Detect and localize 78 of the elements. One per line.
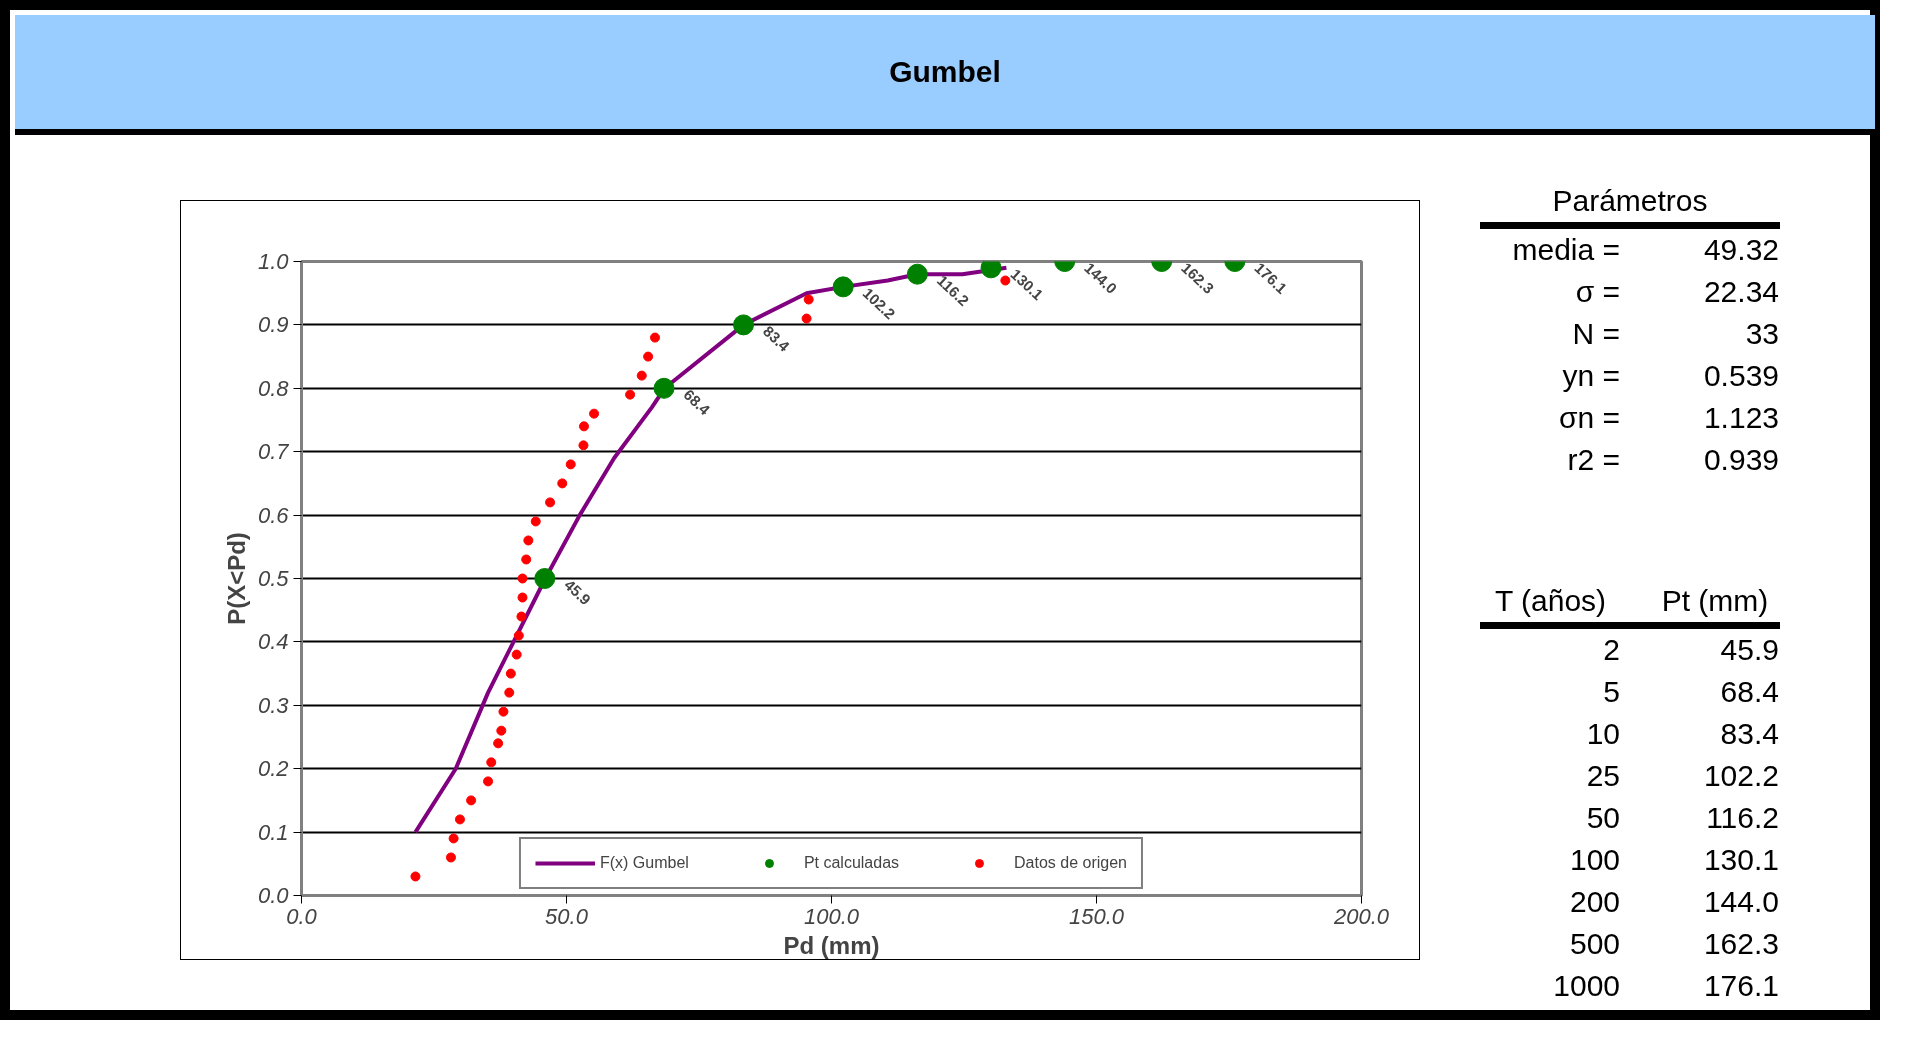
text: 1000 176.1 [1553,969,1779,1002]
point [513,630,524,641]
text: σn = 1.123 [1558,401,1779,434]
chart-title: Gumbel [889,53,1001,90]
point [545,497,556,508]
point [625,389,636,400]
y-tick-label: 0.7 [257,439,290,465]
text: Parámetros [1480,180,1780,226]
text: σ = 22.34 [1575,275,1779,308]
point [410,871,421,882]
point [578,421,589,432]
text: 50 116.2 [1586,801,1779,834]
x-tick-label: 150.0 [1068,903,1125,929]
text: 2 45.9 [1603,633,1779,666]
text: 100 130.1 [1569,843,1779,876]
y-axis-title: P(X<Pd) [222,532,250,625]
y-tick-label: 0.8 [257,375,290,401]
y-tick-label: 0.1 [257,819,289,845]
y-tick-label: 0.6 [257,502,290,528]
point [496,725,507,736]
text: media = 49.32 [1512,233,1779,266]
point [1000,275,1011,286]
y-tick-label: 0.9 [257,312,289,338]
point [454,814,465,825]
legend-label: F(x) Gumbel [599,854,689,872]
point [534,568,556,589]
line-series [413,265,1009,835]
point [636,370,647,381]
text: r2 = 0.939 [1567,443,1779,476]
point [530,516,541,527]
x-tick-label: 100.0 [803,903,860,929]
point [653,377,675,399]
x-tick-label: 50.0 [545,903,589,929]
text: N = 33 [1572,317,1779,350]
annotation: 68.4 [680,385,714,419]
y-tick-label: 0.3 [257,692,290,718]
point [517,592,528,603]
annotation: 45.9 [561,575,595,609]
point [650,332,661,343]
point [832,276,854,298]
y-tick-label: 1.0 [257,249,290,274]
point [801,313,812,324]
point [589,408,600,419]
text: yn = 0.539 [1562,359,1779,392]
point [516,611,527,622]
text: 200 144.0 [1569,885,1779,918]
text: 5 68.4 [1603,675,1779,708]
point [578,440,589,451]
point [643,351,654,362]
point [493,738,504,749]
point [483,776,494,787]
point [517,573,528,584]
point [505,668,516,679]
point [445,852,456,863]
y-tick-label: 0.2 [257,756,289,782]
point [521,554,532,565]
point [486,757,497,768]
x-tick-label: 200.0 [1332,903,1390,929]
x-axis-title: Pd (mm) [783,931,880,959]
point [557,478,568,489]
point [448,833,459,844]
point [523,535,534,546]
legend-label: Datos de origen [1014,854,1128,872]
point [498,706,509,717]
point [906,263,928,285]
point [565,459,576,470]
point [733,314,755,336]
y-tick-label: 0.5 [257,566,290,591]
text: T (años) Pt (mm) [1494,584,1769,617]
point [803,294,814,305]
point [511,649,522,660]
text: 10 83.4 [1586,717,1779,750]
point [466,795,477,806]
point [504,687,515,698]
y-tick-label: 0.4 [257,629,289,655]
legend-label: Pt calculadas [803,854,900,872]
text: 500 162.3 [1569,927,1779,960]
text: 25 102.2 [1586,759,1779,792]
